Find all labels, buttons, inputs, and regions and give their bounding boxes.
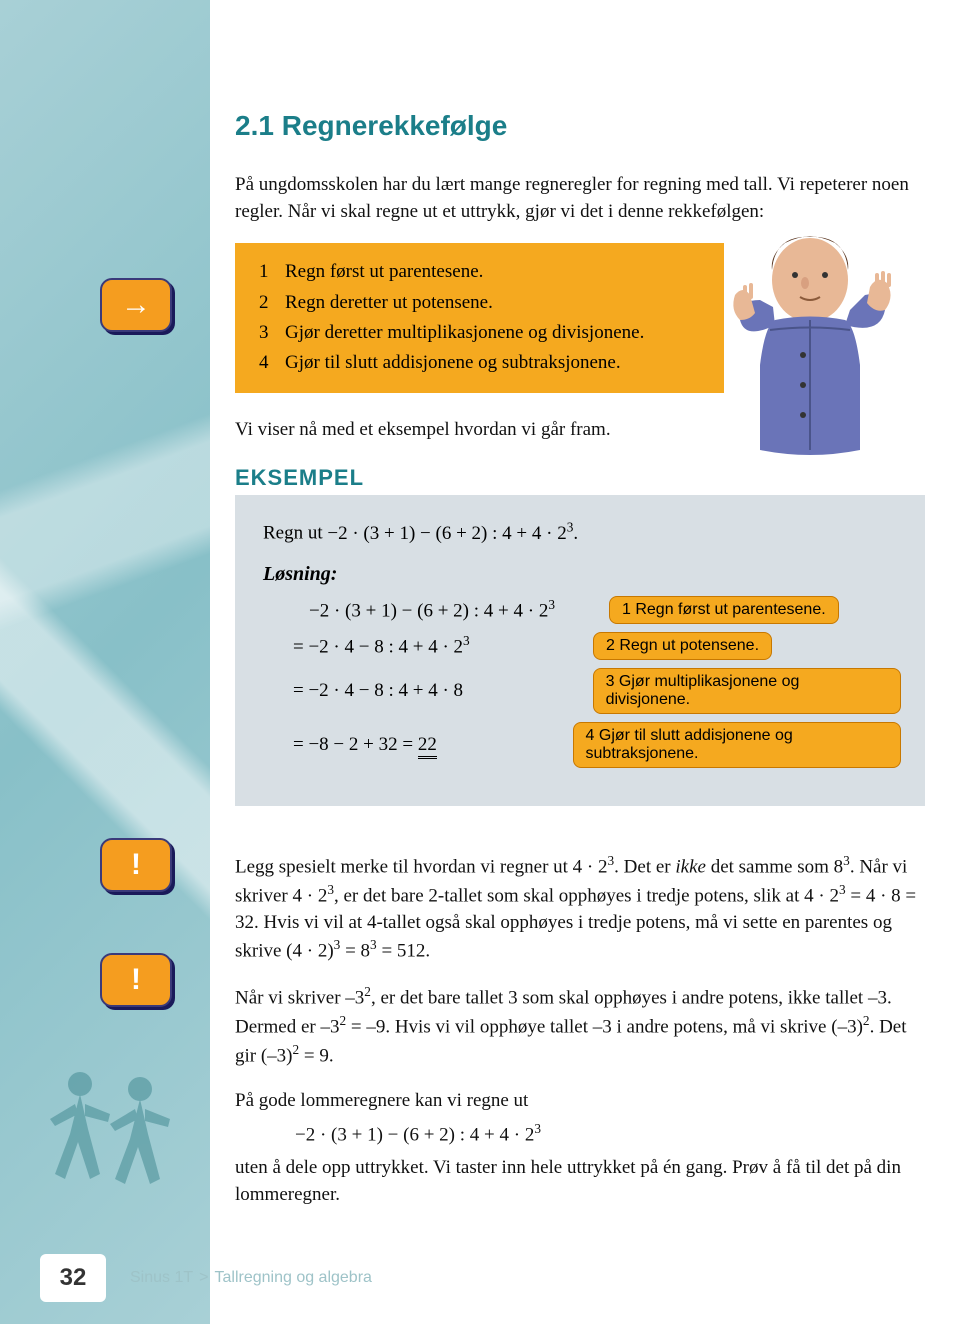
- solution-step: = −2 · 4 − 8 : 4 + 4 · 23 2 Regn ut pote…: [263, 632, 901, 660]
- page-number: 32: [40, 1254, 106, 1302]
- arrow-glyph: →: [121, 288, 151, 322]
- exclaim-icon: !: [100, 838, 172, 892]
- step-math: = −2 · 4 − 8 : 4 + 4 · 23: [263, 633, 593, 658]
- example-prompt: Regn ut −2 · (3 + 1) − (6 + 2) : 4 + 4 ·…: [263, 519, 901, 544]
- exclaim-icon: !: [100, 953, 172, 1007]
- rule-number: 1: [259, 257, 285, 287]
- rule-row: 2Regn deretter ut potensene.: [259, 288, 704, 318]
- rule-text: Regn først ut parentesene.: [285, 257, 483, 287]
- rule-row: 1Regn først ut parentesene.: [259, 257, 704, 287]
- step-annotation: 2 Regn ut potensene.: [593, 632, 772, 660]
- section-title-text: Regnerekkefølge: [282, 110, 508, 141]
- prompt-prefix: Regn ut: [263, 523, 327, 544]
- rule-row: 4Gjør til slutt addisjonene og subtraksj…: [259, 348, 704, 378]
- step-math: = −2 · 4 − 8 : 4 + 4 · 8: [263, 680, 593, 702]
- rule-row: 3Gjør deretter multiplikasjonene og divi…: [259, 318, 704, 348]
- sidebar-decoration: → ! !: [0, 0, 210, 1324]
- solution-step: −2 · (3 + 1) − (6 + 2) : 4 + 4 · 23 1 Re…: [263, 596, 901, 624]
- footer-chapter: Tallregning og algebra: [214, 1269, 371, 1286]
- rule-text: Gjør deretter multiplikasjonene og divis…: [285, 318, 644, 348]
- intro-paragraph-1: På ungdomsskolen har du lært mange regne…: [235, 172, 925, 225]
- rules-box: 1Regn først ut parentesene. 2Regn derett…: [235, 243, 724, 393]
- example-box: Regn ut −2 · (3 + 1) − (6 + 2) : 4 + 4 ·…: [235, 495, 925, 805]
- rule-text: Regn deretter ut potensene.: [285, 288, 493, 318]
- section-number: 2.1: [235, 110, 274, 141]
- exclaim-glyph-2: !: [131, 963, 141, 997]
- rule-text: Gjør til slutt addisjonene og subtraksjo…: [285, 348, 621, 378]
- footer-breadcrumb: Sinus 1T > Tallregning og algebra: [130, 1269, 372, 1287]
- footer-book: Sinus 1T: [130, 1269, 193, 1286]
- exclaim-glyph: !: [131, 848, 141, 882]
- calc-paragraph-2: uten å dele opp uttrykket. Vi taster inn…: [235, 1155, 925, 1208]
- note-paragraph-1: Legg spesielt merke til hvordan vi regne…: [235, 852, 925, 965]
- calc-math: −2 · (3 + 1) − (6 + 2) : 4 + 4 · 23: [235, 1120, 925, 1149]
- solution-step: = −2 · 4 − 8 : 4 + 4 · 8 3 Gjør multipli…: [263, 668, 901, 714]
- step-annotation: 1 Regn først ut parentesene.: [609, 596, 839, 624]
- step-math: = −8 − 2 + 32 = 22: [263, 734, 573, 756]
- rule-number: 2: [259, 288, 285, 318]
- note-paragraph-2: Når vi skriver –32, er det bare tallet 3…: [235, 983, 925, 1070]
- prompt-math: −2 · (3 + 1) − (6 + 2) : 4 + 4 · 23.: [327, 523, 578, 544]
- step-annotation: 4 Gjør til slutt addisjonene og subtraks…: [573, 722, 901, 768]
- page-footer: 32 Sinus 1T > Tallregning og algebra: [40, 1254, 372, 1302]
- runners-illustration: [30, 1064, 190, 1214]
- chevron-right-icon: >: [199, 1269, 208, 1286]
- step-math: −2 · (3 + 1) − (6 + 2) : 4 + 4 · 23: [263, 597, 609, 622]
- calc-paragraph-1: På gode lommeregnere kan vi regne ut: [235, 1088, 925, 1115]
- rule-number: 3: [259, 318, 285, 348]
- step-math-prefix: = −8 − 2 + 32 =: [293, 734, 418, 755]
- example-label: EKSEMPEL: [235, 465, 925, 491]
- arrow-icon: →: [100, 278, 172, 332]
- rule-number: 4: [259, 348, 285, 378]
- section-title: 2.1 Regnerekkefølge: [235, 110, 925, 142]
- solution-step: = −8 − 2 + 32 = 22 4 Gjør til slutt addi…: [263, 722, 901, 768]
- main-content: 2.1 Regnerekkefølge På ungdomsskolen har…: [235, 0, 925, 1227]
- person-counting-illustration: [715, 225, 905, 465]
- solution-label: Løsning:: [263, 563, 901, 586]
- step-result: 22: [418, 734, 437, 759]
- page: → ! ! 2.1 Regnerekkefølge På ungdomsskol…: [0, 0, 960, 1324]
- step-annotation: 3 Gjør multiplikasjonene og divisjonene.: [593, 668, 901, 714]
